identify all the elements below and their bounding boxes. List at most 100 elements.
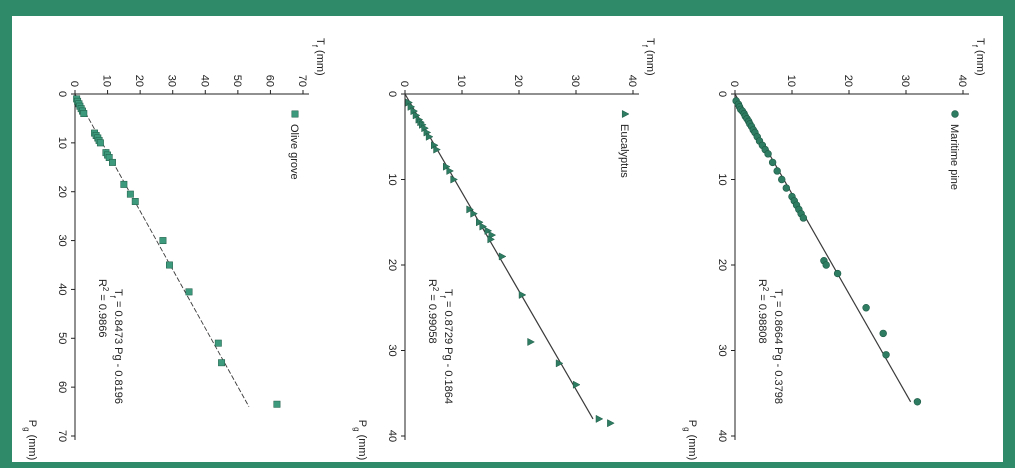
data-point bbox=[166, 261, 173, 269]
x-tick-label: 30 bbox=[56, 234, 68, 246]
data-point bbox=[126, 190, 134, 198]
data-point bbox=[862, 304, 870, 312]
legend: Eucalyptus bbox=[618, 109, 630, 178]
data-point bbox=[518, 290, 527, 299]
data-point bbox=[450, 175, 458, 184]
x-tick-label: 40 bbox=[716, 430, 728, 442]
data-point bbox=[470, 209, 478, 218]
legend: Olive grove bbox=[288, 110, 300, 180]
y-tick-label: 30 bbox=[899, 75, 911, 87]
x-tick-label: 20 bbox=[716, 259, 728, 271]
x-tick-label: 10 bbox=[386, 173, 398, 185]
data-point bbox=[913, 398, 922, 406]
data-point bbox=[555, 359, 564, 368]
panel-eucalyptus: 0 10 20 30 40 0 10 20 30 40 Tf (mm) Pg (mm) Eucalypt… bbox=[343, 16, 673, 462]
data-point bbox=[595, 414, 604, 423]
y-tick-label: 0 bbox=[728, 81, 740, 87]
data-point bbox=[425, 132, 434, 141]
data-point bbox=[80, 110, 88, 117]
legend-marker bbox=[951, 110, 959, 118]
y-tick-label: 20 bbox=[133, 75, 145, 87]
data-point bbox=[833, 269, 842, 278]
regression-equation: Tf = 0.8664 Pg - 0.3798 bbox=[769, 289, 785, 404]
data-point bbox=[484, 226, 493, 235]
data-point bbox=[433, 145, 441, 154]
data-point bbox=[607, 419, 615, 428]
data-point bbox=[782, 184, 790, 192]
y-tick-label: 10 bbox=[785, 75, 797, 87]
data-point bbox=[764, 150, 772, 158]
y-tick-label: 10 bbox=[455, 75, 467, 87]
legend-marker bbox=[291, 110, 299, 118]
x-tick-label: 10 bbox=[56, 137, 68, 149]
x-tick-label: 0 bbox=[716, 91, 728, 97]
y-tick-label: 30 bbox=[569, 75, 581, 87]
data-points bbox=[732, 97, 922, 406]
data-point bbox=[185, 288, 193, 296]
y-tick-label: 30 bbox=[166, 75, 178, 87]
x-tick-label: 60 bbox=[56, 381, 68, 393]
data-point bbox=[466, 205, 474, 214]
x-tick-label: 40 bbox=[56, 283, 68, 295]
y-tick-label: 10 bbox=[101, 75, 113, 87]
y-tick-label: 50 bbox=[231, 75, 243, 87]
r-squared: R2 = 0.99058 bbox=[426, 279, 441, 344]
data-point bbox=[822, 261, 830, 269]
data-point bbox=[218, 359, 226, 367]
legend-label: Olive grove bbox=[288, 124, 300, 180]
x-tick-label: 30 bbox=[386, 344, 398, 356]
y-tick-label: 20 bbox=[842, 75, 854, 87]
data-point bbox=[120, 180, 128, 188]
regression-equation: Tf = 0.8729 Pg - 0.1864 bbox=[439, 289, 455, 404]
x-axis-label: Pg (mm) bbox=[353, 420, 369, 461]
x-tick-label: 20 bbox=[56, 186, 68, 198]
data-point bbox=[773, 167, 781, 175]
data-point bbox=[109, 158, 116, 166]
r-squared: R2 = 0.9866 bbox=[96, 279, 111, 338]
data-point bbox=[879, 329, 887, 338]
y-tick-label: 0 bbox=[68, 81, 80, 87]
legend: Maritime pine bbox=[948, 110, 960, 190]
y-tick-label: 40 bbox=[198, 75, 210, 87]
trend-line bbox=[74, 93, 250, 407]
data-point bbox=[214, 339, 222, 347]
y-axis-label: Tf (mm) bbox=[641, 38, 657, 76]
data-point bbox=[572, 380, 581, 389]
panel-olive-grove: 0 10 20 30 40 50 60 70 0 10 20 30 40 50 60 70 Tf (mm) Pg … bbox=[13, 16, 343, 462]
x-tick-label: 50 bbox=[56, 332, 68, 344]
data-point bbox=[488, 231, 497, 240]
x-tick-label: 20 bbox=[386, 259, 398, 271]
legend-label: Maritime pine bbox=[948, 124, 960, 190]
data-point bbox=[159, 237, 167, 245]
regression-equation: Tf = 0.8473 Pg - 0.8196 bbox=[109, 289, 125, 404]
legend-marker bbox=[621, 109, 630, 119]
x-tick-label: 40 bbox=[386, 430, 398, 442]
y-tick-label: 60 bbox=[263, 75, 275, 87]
x-axis-label: Pg (mm) bbox=[683, 420, 699, 461]
y-tick-label: 40 bbox=[626, 75, 638, 87]
rotated-figure: 0 10 20 30 40 0 10 20 30 40 Tf (mm) Pg (mm) Maritime… bbox=[12, 16, 1003, 462]
panel-maritime-pine: 0 10 20 30 40 0 10 20 30 40 Tf (mm) Pg (mm) Maritime… bbox=[673, 16, 1003, 462]
y-tick-label: 40 bbox=[956, 75, 968, 87]
data-points bbox=[405, 98, 615, 428]
y-tick-label: 0 bbox=[398, 81, 410, 87]
data-point bbox=[273, 400, 281, 408]
y-tick-label: 70 bbox=[296, 75, 308, 87]
r-squared: R2 = 0.98808 bbox=[756, 279, 771, 344]
y-axis-label: Tf (mm) bbox=[311, 38, 327, 76]
data-point bbox=[131, 198, 139, 205]
data-point bbox=[882, 351, 890, 359]
data-point bbox=[96, 139, 104, 147]
data-point bbox=[446, 166, 454, 175]
data-point bbox=[487, 235, 496, 244]
data-point bbox=[498, 252, 507, 261]
legend-label: Eucalyptus bbox=[618, 124, 630, 178]
y-tick-label: 20 bbox=[512, 75, 524, 87]
data-point bbox=[799, 214, 808, 222]
x-tick-label: 10 bbox=[716, 173, 728, 185]
x-tick-label: 0 bbox=[386, 91, 398, 97]
